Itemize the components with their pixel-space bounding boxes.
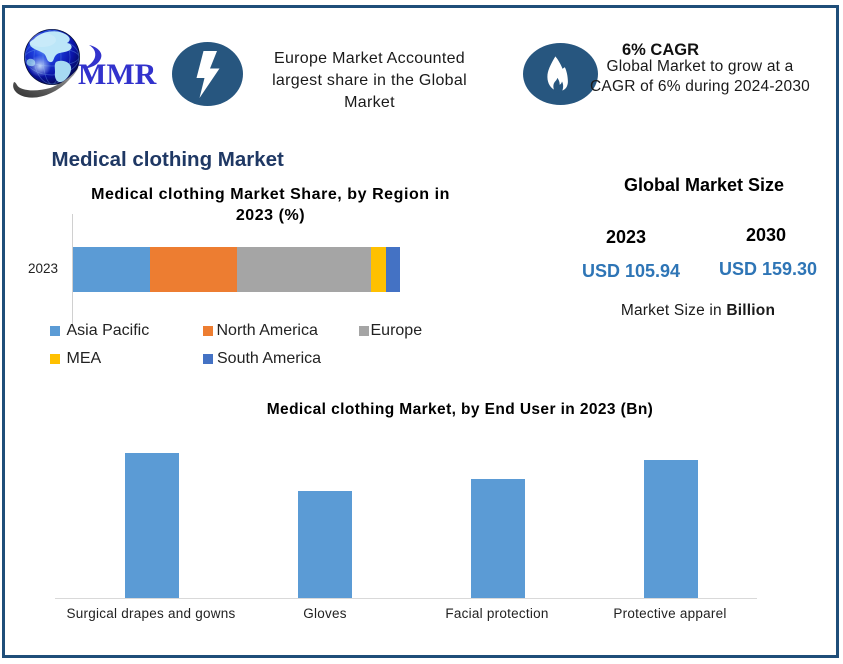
svg-text:MMR: MMR [78,58,157,91]
